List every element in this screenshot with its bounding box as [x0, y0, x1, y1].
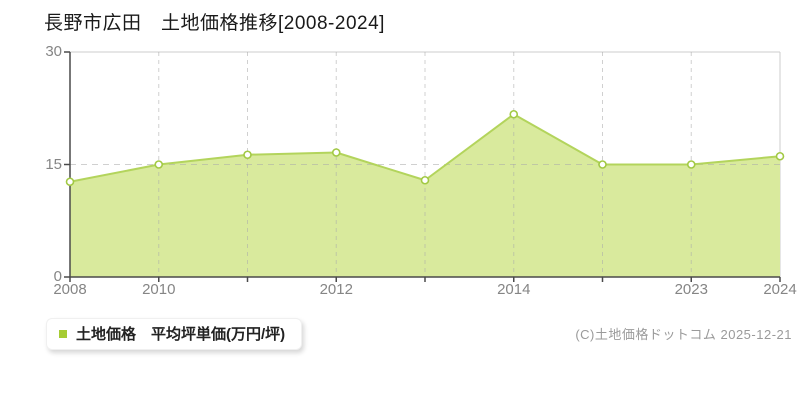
data-point-marker: [509, 109, 519, 119]
copyright-text: (C)土地価格ドットコム 2025-12-21: [575, 327, 792, 342]
data-point-marker: [598, 160, 607, 169]
data-point-marker: [775, 151, 785, 161]
x-tick-label: 2008: [53, 281, 87, 298]
legend-marker-square: [59, 329, 67, 338]
data-point-marker: [154, 160, 164, 169]
data-point-marker: [420, 175, 430, 185]
x-tick-label: 2012: [319, 281, 353, 298]
y-tick-label: 0: [53, 268, 62, 285]
data-point-marker: [243, 150, 252, 160]
x-tick-label: 2024: [763, 281, 797, 298]
x-tick-label: 2014: [497, 281, 531, 298]
x-tick-label: 2010: [142, 281, 176, 298]
data-point-marker: [686, 160, 696, 169]
data-point-marker: [65, 177, 75, 187]
y-tick-label: 15: [45, 155, 62, 173]
legend: 土地価格 平均坪単価(万円/坪): [46, 318, 303, 350]
chart-title: 長野市広田 土地価格推移[2008-2024]: [44, 13, 385, 34]
y-tick-label: 30: [45, 43, 62, 60]
legend-label: 土地価格 平均坪単価(万円/坪): [76, 326, 286, 343]
data-point-marker: [331, 148, 341, 157]
x-tick-label: 2023: [674, 281, 708, 298]
